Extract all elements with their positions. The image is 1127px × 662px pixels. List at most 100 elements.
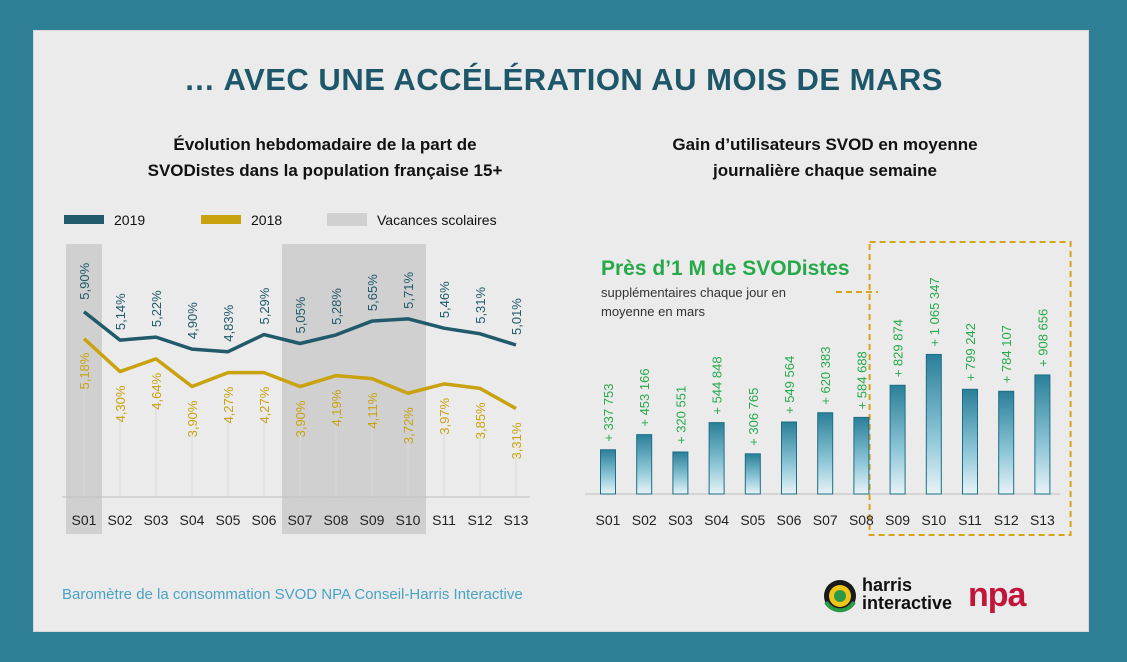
data-label-2019: 5,46% xyxy=(437,281,452,318)
data-label-2019: 4,90% xyxy=(185,302,200,339)
bar-value-label: + 306 765 xyxy=(746,388,761,446)
bar-value-label: + 337 753 xyxy=(601,384,616,442)
x-tick-label: S13 xyxy=(504,512,529,528)
data-label-2019: 5,22% xyxy=(149,290,164,327)
data-label-2018: 4,27% xyxy=(257,386,272,423)
x-tick-label: S12 xyxy=(468,512,493,528)
content-panel xyxy=(33,30,1089,632)
x-tick-label: S07 xyxy=(288,512,313,528)
x-tick-label: S10 xyxy=(396,512,421,528)
data-label-2018: 5,18% xyxy=(77,352,92,389)
harris-interactive-logo: harris interactive xyxy=(820,576,960,621)
footer-source: Baromètre de la consommation SVOD NPA Co… xyxy=(62,586,523,603)
data-label-2018: 3,85% xyxy=(473,402,488,439)
data-label-2018: 3,31% xyxy=(509,422,524,459)
bar-value-label: + 799 242 xyxy=(963,323,978,381)
bar xyxy=(1034,374,1051,495)
data-label-2018: 3,90% xyxy=(293,400,308,437)
npa-logo-text: npa xyxy=(968,576,1026,614)
bar-value-label: + 620 383 xyxy=(818,347,833,405)
x-tick-label: S10 xyxy=(921,512,946,528)
bar-value-label: + 1 065 347 xyxy=(927,277,942,346)
bar xyxy=(672,451,689,495)
x-tick-label: S11 xyxy=(958,512,982,528)
legend-swatch-2018 xyxy=(201,215,241,224)
series-line-2019 xyxy=(82,310,517,354)
legend-swatch-vacances xyxy=(327,213,367,226)
bar-value-label: + 784 107 xyxy=(999,325,1014,383)
bar-value-label: + 549 564 xyxy=(782,356,797,414)
bar xyxy=(817,412,834,495)
bar xyxy=(636,434,653,495)
highlight-box xyxy=(868,241,1072,536)
right-subtitle-line2: journalière chaque semaine xyxy=(713,161,937,180)
x-tick-label: S08 xyxy=(324,512,349,528)
x-tick-label: S03 xyxy=(668,512,693,528)
x-tick-label: S02 xyxy=(632,512,657,528)
legend-label-2018: 2018 xyxy=(251,212,283,228)
bar-value-label: + 829 874 xyxy=(891,319,906,377)
bar-value-label: + 544 848 xyxy=(710,356,725,414)
legend-swatch-2019 xyxy=(64,215,104,224)
harris-logo-mark xyxy=(824,580,856,613)
bar xyxy=(998,390,1015,495)
data-label-2018: 4,64% xyxy=(149,372,164,409)
highlight-title: Près d’1 M de SVODistes xyxy=(601,257,850,280)
legend-label-2019: 2019 xyxy=(114,212,146,228)
data-label-2019: 4,83% xyxy=(221,304,236,341)
x-tick-label: S05 xyxy=(740,512,765,528)
x-tick-label: S11 xyxy=(432,512,456,528)
data-label-2018: 4,11% xyxy=(365,392,380,428)
data-label-2019: 5,31% xyxy=(473,286,488,323)
page-title: … AVEC UNE ACCÉLÉRATION AU MOIS DE MARS xyxy=(184,62,943,97)
x-tick-label: S12 xyxy=(994,512,1019,528)
x-tick-label: S13 xyxy=(1030,512,1055,528)
data-label-2018: 3,90% xyxy=(185,400,200,437)
data-label-2019: 5,65% xyxy=(365,274,380,311)
left-chart-subtitle: Évolution hebdomadaire de la part de SVO… xyxy=(90,132,560,184)
bar xyxy=(781,421,797,495)
x-tick-label: S04 xyxy=(704,512,729,528)
data-label-2019: 5,01% xyxy=(509,298,524,335)
bar xyxy=(962,388,978,495)
bar xyxy=(853,416,870,495)
bar-value-label: + 908 656 xyxy=(1035,309,1050,367)
x-tick-label: S09 xyxy=(885,512,910,528)
data-label-2019: 5,90% xyxy=(77,262,92,299)
harris-logo-text1: harris xyxy=(862,575,913,595)
x-tick-label: S05 xyxy=(216,512,241,528)
highlight-subtitle: supplémentaires chaque jour en moyenne e… xyxy=(601,285,787,319)
data-label-2019: 5,28% xyxy=(329,288,344,325)
bar-value-label: + 320 551 xyxy=(673,386,688,444)
data-label-2018: 4,27% xyxy=(221,386,236,423)
data-label-2019: 5,29% xyxy=(257,287,272,324)
x-tick-label: S09 xyxy=(360,512,385,528)
data-label-2019: 5,14% xyxy=(113,293,128,330)
data-label-2018: 4,19% xyxy=(329,389,344,426)
series-line-2018 xyxy=(82,337,517,411)
x-tick-label: S04 xyxy=(180,512,205,528)
bar xyxy=(708,422,725,495)
x-tick-label: S06 xyxy=(777,512,802,528)
x-tick-label: S07 xyxy=(813,512,838,528)
x-tick-label: S01 xyxy=(596,512,621,528)
bar xyxy=(600,449,616,495)
data-label-2019: 5,05% xyxy=(293,296,308,333)
x-tick-label: S06 xyxy=(252,512,277,528)
data-label-2019: 5,71% xyxy=(401,272,416,309)
bar xyxy=(889,384,906,495)
bar xyxy=(925,353,942,495)
data-label-2018: 4,30% xyxy=(113,385,128,422)
x-tick-label: S01 xyxy=(72,512,97,528)
left-subtitle-line1: Évolution hebdomadaire de la part de xyxy=(173,135,477,154)
right-subtitle-line1: Gain d’utilisateurs SVOD en moyenne xyxy=(672,135,978,154)
right-chart-subtitle: Gain d’utilisateurs SVOD en moyenne jour… xyxy=(600,132,1050,184)
legend-label-vacances: Vacances scolaires xyxy=(377,212,497,228)
data-label-2018: 3,97% xyxy=(437,397,452,434)
bar-value-label: + 453 166 xyxy=(637,368,652,426)
x-tick-label: S02 xyxy=(108,512,133,528)
x-tick-label: S03 xyxy=(144,512,169,528)
x-tick-label: S08 xyxy=(849,512,874,528)
